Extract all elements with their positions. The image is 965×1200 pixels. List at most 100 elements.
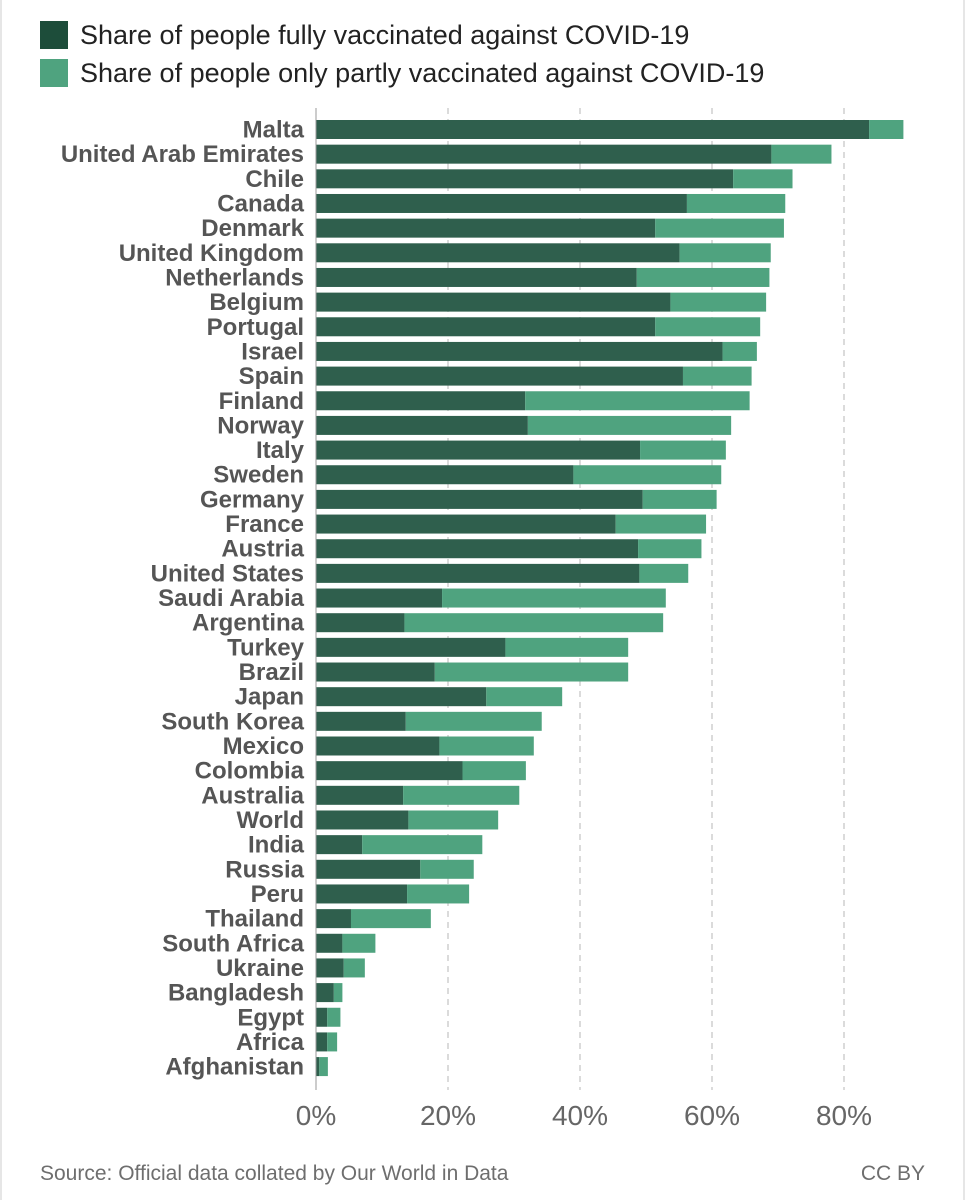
bar-full-denmark (316, 218, 656, 238)
bar-full-thailand (316, 909, 351, 929)
bar-partial-brazil (434, 662, 629, 682)
bar-full-afghanistan (316, 1057, 320, 1077)
bar-full-portugal (316, 317, 656, 337)
bar-partial-france (615, 514, 707, 534)
category-label-japan: Japan (235, 684, 304, 711)
category-label-egypt: Egypt (237, 1004, 304, 1031)
frame-left-edge (0, 0, 2, 1200)
category-label-south-africa: South Africa (162, 930, 304, 957)
category-label-australia: Australia (201, 782, 304, 809)
bar-full-belgium (316, 292, 671, 312)
bar-partial-united-states (639, 563, 689, 583)
bar-full-united-states (316, 563, 640, 583)
category-label-malta: Malta (243, 117, 305, 144)
bar-partial-africa (327, 1032, 338, 1052)
bar-full-canada (316, 193, 687, 213)
category-label-africa: Africa (236, 1029, 305, 1056)
bar-partial-japan (486, 687, 563, 707)
bar-partial-afghanistan (319, 1057, 328, 1077)
bar-partial-finland (525, 391, 750, 411)
category-label-finland: Finland (219, 388, 304, 415)
category-label-israel: Israel (241, 338, 304, 365)
bar-partial-united-arab-emirates (771, 144, 832, 164)
bar-partial-norway (527, 415, 732, 435)
bar-full-united-kingdom (316, 243, 680, 263)
legend-item-partial: Share of people only partly vaccinated a… (40, 54, 764, 92)
bar-full-colombia (316, 761, 463, 781)
bar-full-austria (316, 539, 639, 559)
bar-partial-peru (407, 884, 470, 904)
bar-partial-netherlands (636, 267, 770, 287)
bar-full-spain (316, 366, 683, 386)
bar-full-bangladesh (316, 983, 334, 1003)
legend-label-partial: Share of people only partly vaccinated a… (80, 57, 765, 88)
bar-partial-saudi-arabia (442, 588, 666, 608)
bar-full-finland (316, 391, 526, 411)
category-label-bangladesh: Bangladesh (168, 980, 304, 1007)
bar-partial-malta (869, 120, 904, 139)
bar-full-south-korea (316, 711, 406, 731)
category-label-germany: Germany (200, 486, 305, 513)
bar-full-japan (316, 687, 487, 707)
bar-full-israel (316, 341, 723, 361)
category-label-south-korea: South Korea (161, 708, 304, 735)
bar-partial-australia (403, 785, 520, 805)
bar-partial-mexico (439, 736, 534, 756)
bar-partial-united-kingdom (679, 243, 771, 263)
bar-full-south-africa (316, 933, 343, 953)
bar-full-italy (316, 440, 641, 460)
category-label-turkey: Turkey (227, 634, 305, 661)
category-label-denmark: Denmark (201, 215, 304, 242)
bar-full-russia (316, 859, 421, 879)
bar-partial-russia (420, 859, 474, 879)
category-label-peru: Peru (251, 881, 304, 908)
category-label-canada: Canada (217, 190, 304, 217)
bar-partial-argentina (404, 613, 664, 633)
category-label-saudi-arabia: Saudi Arabia (158, 585, 304, 612)
bar-partial-canada (686, 193, 786, 213)
bar-partial-south-korea (405, 711, 542, 731)
legend-swatch-partial (40, 59, 68, 87)
bar-partial-bangladesh (333, 983, 343, 1003)
category-label-italy: Italy (256, 437, 305, 464)
category-label-portugal: Portugal (207, 314, 304, 341)
category-label-united-kingdom: United Kingdom (119, 240, 304, 267)
bar-partial-austria (638, 539, 702, 559)
bar-full-brazil (316, 662, 435, 682)
bar-full-india (316, 835, 363, 855)
category-label-world: World (236, 807, 304, 834)
category-label-spain: Spain (239, 363, 304, 390)
category-label-argentina: Argentina (192, 610, 305, 637)
x-tick-label-40: 40% (552, 1100, 608, 1131)
x-tick-label-0: 0% (296, 1100, 336, 1131)
category-label-mexico: Mexico (223, 733, 304, 760)
source-note: Source: Official data collated by Our Wo… (40, 1162, 509, 1185)
bar-partial-turkey (505, 637, 629, 657)
category-label-afghanistan: Afghanistan (165, 1054, 304, 1081)
bar-full-netherlands (316, 267, 637, 287)
bar-full-saudi-arabia (316, 588, 443, 608)
bar-full-mexico (316, 736, 440, 756)
category-label-ukraine: Ukraine (216, 955, 304, 982)
bar-partial-egypt (327, 1007, 341, 1027)
bar-full-united-arab-emirates (316, 144, 772, 164)
frame-right-edge (963, 0, 965, 1200)
category-label-russia: Russia (225, 856, 304, 883)
category-label-norway: Norway (217, 412, 304, 439)
bar-full-ukraine (316, 958, 344, 978)
bar-partial-south-africa (342, 933, 376, 953)
bar-full-africa (316, 1032, 328, 1052)
bar-full-norway (316, 415, 528, 435)
bar-full-france (316, 514, 616, 534)
bar-partial-israel (722, 341, 757, 361)
category-label-sweden: Sweden (213, 462, 304, 489)
legend-swatch-full (40, 21, 68, 49)
bar-partial-belgium (670, 292, 767, 312)
chart-legend: Share of people fully vaccinated against… (40, 16, 764, 92)
bar-partial-thailand (350, 909, 431, 929)
bar-full-germany (316, 489, 643, 509)
category-label-netherlands: Netherlands (165, 264, 304, 291)
category-label-france: France (225, 511, 304, 538)
